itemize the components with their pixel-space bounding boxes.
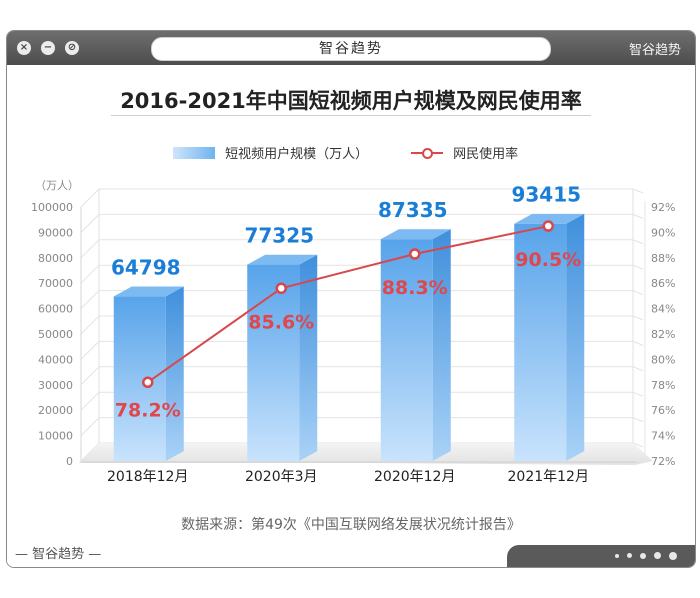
gridline [80,366,100,386]
rate-point [142,376,154,389]
bar-top [247,254,318,265]
floor-edge [79,461,639,463]
right-tick-label: 84% [651,303,675,316]
gridline [632,417,644,423]
gridline [632,391,644,397]
bar [380,239,433,461]
gridline [632,340,644,346]
left-tick-label: 50000 [38,328,73,341]
category-label: 2021年12月 [508,469,589,485]
right-tick-label: 92% [651,201,675,214]
minimize-icon[interactable]: − [41,41,55,55]
address-bar[interactable]: 智谷趋势 [151,37,551,61]
rate-point [275,282,287,295]
left-tick-label: 90000 [38,226,73,239]
chart-plot: 0 10000 20000 30000 40000 50000 60000 70000 8000… [31,179,675,485]
bar-side [299,254,318,461]
right-tick-label: 72% [651,455,675,468]
bar-value-label: 87335 [378,198,448,222]
dot-icon [669,552,677,560]
close-icon[interactable]: × [17,41,31,55]
legend-bar: 短视频用户规模（万人） [173,143,368,162]
right-tick-label: 74% [651,430,675,443]
dot-icon [654,552,661,559]
title-divider [111,115,591,116]
left-tick-label: 40000 [38,353,73,366]
gridline [80,239,100,259]
bar [113,296,166,461]
right-tick-label: 88% [651,252,675,265]
right-tick-label: 76% [651,404,675,417]
block-icon[interactable]: ⊘ [65,41,79,55]
left-tick-label: 10000 [38,430,73,443]
rate-line [147,225,549,384]
bar-value-label: 93415 [511,183,581,207]
category-label: 2018年12月 [107,469,188,485]
gridline [80,214,100,233]
legend-bar-label: 短视频用户规模（万人） [225,147,369,162]
title-bar: × − ⊘ 智谷趋势 智谷趋势 [7,31,695,65]
left-tick-label: 70000 [38,277,73,290]
legend-bar-swatch [173,147,215,159]
legend-line: 网民使用率 [411,143,518,162]
gridline [632,213,644,219]
bar-side [165,286,184,461]
right-tick-label: 80% [651,353,675,366]
gridline [80,315,100,335]
left-tick-label: 60000 [38,303,73,316]
right-tick-label: 82% [651,328,675,341]
right-tick-label: 86% [651,277,675,290]
gridline [632,442,644,448]
bar-value-label: 77325 [244,224,314,248]
legend-line-swatch [411,147,443,159]
bar [247,264,300,461]
right-tick-label: 90% [651,226,675,239]
legend-line-label: 网民使用率 [453,147,519,162]
bar-top [380,229,451,240]
chart-title: 2016-2021年中国短视频用户规模及网民使用率 [120,89,582,113]
bar-top [514,213,585,224]
rate-value-label: 78.2% [115,399,181,421]
category-label: 2020年3月 [245,469,318,485]
brand-bottom-logo: — 智谷趋势 — [7,546,125,564]
bar-side [432,229,451,461]
left-tick-label: 80000 [38,252,73,265]
left-axis-unit: （万人） [35,179,79,192]
category-label: 2020年12月 [374,469,455,485]
chart-floor [81,443,653,465]
bar [514,223,567,461]
gridline [80,417,100,436]
gridline [632,264,644,270]
left-tick-label: 20000 [38,404,73,417]
gridline [80,341,100,360]
bar-top [113,286,184,297]
left-tick-label: 30000 [38,379,73,392]
rate-point [542,220,554,232]
left-tick-label: 100000 [31,201,73,214]
right-tick-label: 78% [651,379,675,392]
rate-value-label: 88.3% [382,277,448,299]
left-tick-label: 0 [66,455,73,468]
gridline [632,239,644,245]
data-source: 数据来源：第49次《中国互联网络发展状况统计报告》 [181,517,521,533]
rate-value-label: 90.5% [515,249,581,271]
dot-icon [615,554,619,558]
app-window: × − ⊘ 智谷趋势 智谷趋势 2016-2021年中国短视频用户规模及网民使用… [6,30,696,568]
bar-value-label: 64798 [111,255,181,279]
dot-icon [640,553,646,559]
dot-icon [627,553,632,558]
gridline [632,315,644,321]
gridline [632,188,644,194]
page-dots [507,545,695,567]
rate-point [409,248,421,260]
gridline [80,188,100,208]
gridline [80,290,100,309]
gridline [80,264,100,284]
bar-side [566,213,585,461]
gridline [80,391,100,411]
gridline [632,290,644,296]
brand-logo: 智谷趋势 [628,43,681,58]
rate-value-label: 85.6% [248,311,314,333]
gridline [632,366,644,372]
